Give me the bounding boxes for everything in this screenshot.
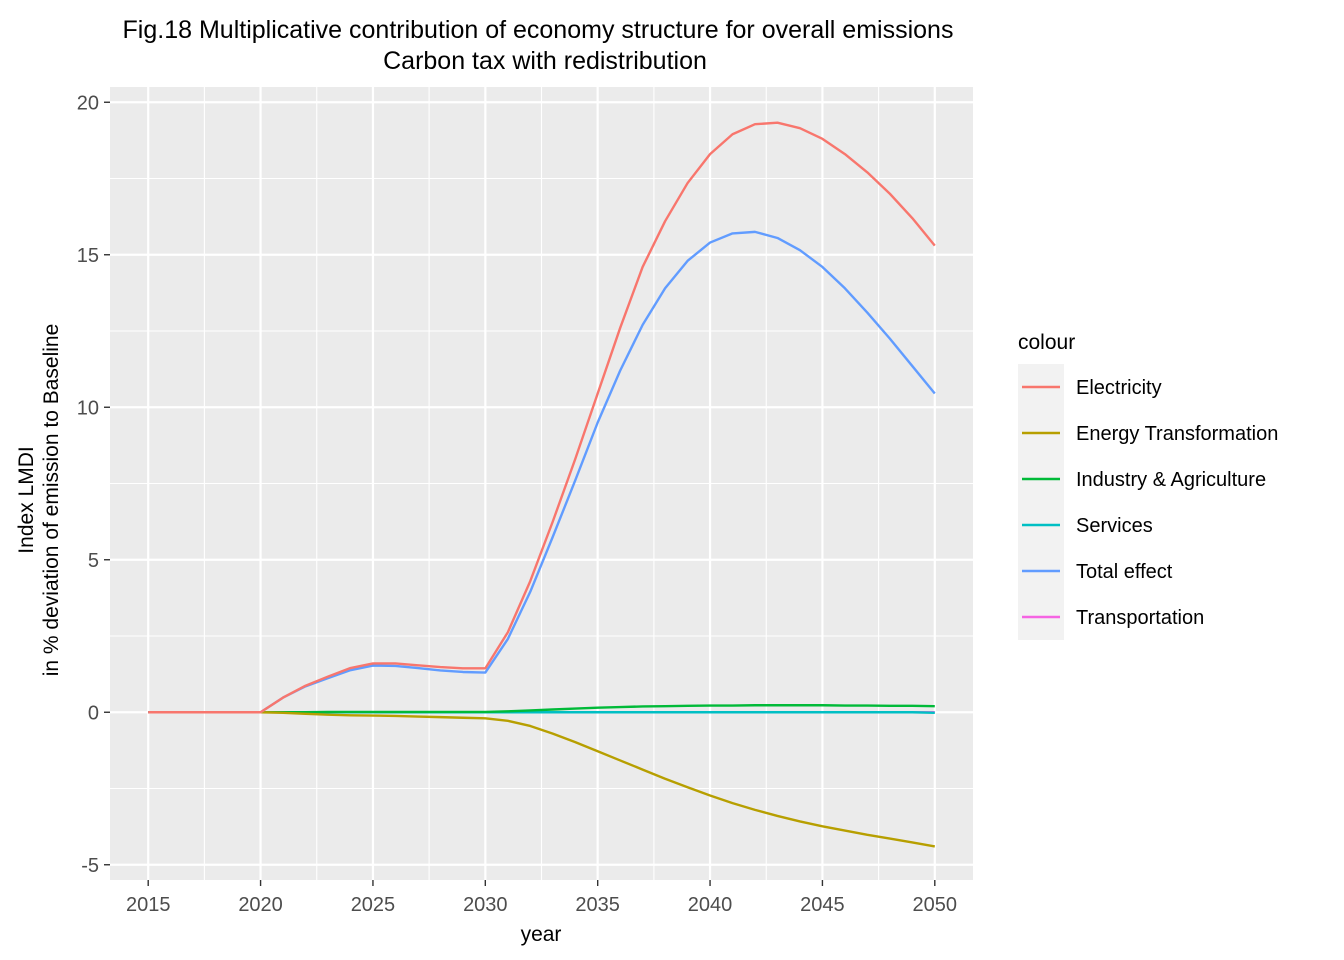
series-lines — [148, 121, 936, 848]
legend-item-transportation: Transportation — [1018, 594, 1204, 640]
y-axis-title-line2: in % deviation of emission to Baseline — [40, 324, 63, 677]
x-tick-label: 2020 — [238, 894, 283, 916]
legend: colour Electricity Energy Transformation I… — [1018, 331, 1278, 640]
y-axis: -5 0 5 10 15 20 — [77, 92, 110, 877]
legend-label: Transportation — [1076, 607, 1204, 629]
series-line-electricity — [148, 121, 936, 714]
legend-title: colour — [1018, 331, 1075, 354]
y-axis-title-line1: Index LMDI — [15, 446, 38, 553]
legend-label: Services — [1076, 515, 1153, 537]
legend-item-industry-agriculture: Industry & Agriculture — [1018, 456, 1266, 502]
legend-item-services: Services — [1018, 502, 1153, 548]
y-tick-label: 10 — [77, 397, 99, 419]
legend-item-energy-transformation: Energy Transformation — [1018, 410, 1278, 456]
y-axis-title: Index LMDI in % deviation of emission to… — [15, 324, 63, 677]
x-tick-label: 2045 — [800, 894, 845, 916]
legend-item-total-effect: Total effect — [1018, 548, 1173, 594]
x-tick-label: 2050 — [913, 894, 958, 916]
y-tick-label: 20 — [77, 92, 99, 114]
legend-label: Total effect — [1076, 561, 1173, 583]
y-tick-label: -5 — [81, 855, 99, 877]
legend-label: Energy Transformation — [1076, 423, 1278, 445]
x-axis-title: year — [521, 923, 562, 946]
x-tick-label: 2015 — [126, 894, 171, 916]
minor-gridlines — [110, 87, 973, 880]
x-axis: 2015 2020 2025 2030 2035 2040 2045 2050 — [126, 880, 957, 916]
series-line-energy-transformation — [148, 711, 935, 848]
legend-label: Industry & Agriculture — [1076, 469, 1266, 491]
chart-title: Fig.18 Multiplicative contribution of ec… — [123, 16, 954, 44]
y-tick-label: 5 — [88, 550, 99, 572]
x-tick-label: 2040 — [688, 894, 733, 916]
x-tick-label: 2025 — [351, 894, 396, 916]
y-tick-label: 15 — [77, 245, 99, 267]
x-tick-label: 2030 — [463, 894, 508, 916]
y-tick-label: 0 — [88, 702, 99, 724]
legend-item-electricity: Electricity — [1018, 364, 1162, 410]
x-tick-label: 2035 — [575, 894, 620, 916]
chart-subtitle: Carbon tax with redistribution — [383, 47, 707, 75]
legend-label: Electricity — [1076, 377, 1162, 399]
